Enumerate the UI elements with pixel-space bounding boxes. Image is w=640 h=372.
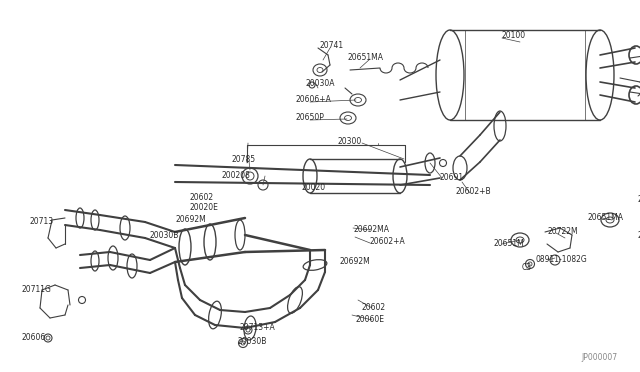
Text: 20713: 20713 [30, 218, 54, 227]
Text: C3: C3 [522, 263, 532, 273]
Ellipse shape [340, 112, 356, 124]
Ellipse shape [303, 159, 317, 193]
Circle shape [550, 255, 560, 265]
Text: JP000007: JP000007 [582, 353, 618, 362]
Text: 20606: 20606 [22, 334, 46, 343]
Text: 20020E: 20020E [190, 203, 219, 212]
Ellipse shape [108, 246, 118, 270]
Ellipse shape [606, 217, 614, 223]
Text: 20722M: 20722M [548, 228, 579, 237]
Text: 20602+A: 20602+A [370, 237, 406, 247]
Text: 20606+A: 20606+A [296, 96, 332, 105]
Ellipse shape [601, 213, 619, 227]
Text: 20030B: 20030B [237, 337, 266, 346]
Text: 20650P: 20650P [296, 113, 325, 122]
Circle shape [246, 172, 254, 180]
Text: 20651MA: 20651MA [588, 214, 624, 222]
Ellipse shape [303, 260, 327, 270]
Text: 20100: 20100 [502, 32, 526, 41]
Text: 20060E: 20060E [355, 315, 384, 324]
Text: 20651MA: 20651MA [348, 52, 384, 61]
Circle shape [44, 334, 52, 342]
Ellipse shape [629, 86, 640, 104]
Circle shape [46, 336, 50, 340]
Ellipse shape [586, 30, 614, 120]
Circle shape [239, 339, 248, 347]
Circle shape [440, 160, 447, 167]
Circle shape [79, 296, 86, 304]
Ellipse shape [393, 159, 407, 193]
Ellipse shape [317, 67, 323, 73]
Ellipse shape [209, 301, 221, 329]
Text: 20020: 20020 [302, 183, 326, 192]
Ellipse shape [204, 224, 216, 260]
Text: 20602+B: 20602+B [456, 187, 492, 196]
Ellipse shape [436, 30, 464, 120]
Ellipse shape [516, 237, 524, 243]
Ellipse shape [511, 233, 529, 247]
Ellipse shape [235, 220, 245, 250]
Text: 20741: 20741 [320, 42, 344, 51]
Ellipse shape [91, 251, 99, 271]
Ellipse shape [120, 216, 130, 240]
Text: 20651M: 20651M [494, 240, 525, 248]
Ellipse shape [287, 287, 302, 313]
Text: 20711G: 20711G [22, 285, 52, 295]
Text: 20692M: 20692M [175, 215, 205, 224]
Text: 20602: 20602 [190, 193, 214, 202]
Circle shape [258, 180, 268, 190]
Text: 08911-1082G: 08911-1082G [536, 256, 588, 264]
Circle shape [241, 341, 245, 345]
Ellipse shape [355, 97, 362, 103]
Ellipse shape [127, 254, 137, 278]
Ellipse shape [76, 208, 84, 228]
Ellipse shape [91, 210, 99, 230]
Ellipse shape [425, 153, 435, 173]
Circle shape [246, 328, 250, 332]
Text: 20300: 20300 [337, 138, 361, 147]
Text: 20030A: 20030A [638, 231, 640, 240]
Ellipse shape [313, 64, 327, 76]
Text: 20602: 20602 [362, 304, 386, 312]
Circle shape [525, 260, 534, 269]
Text: 20742: 20742 [638, 196, 640, 205]
Text: 20691: 20691 [440, 173, 464, 183]
Text: 20692MA: 20692MA [353, 225, 389, 234]
Ellipse shape [453, 156, 467, 180]
Circle shape [242, 168, 258, 184]
Ellipse shape [629, 46, 640, 64]
Ellipse shape [350, 94, 366, 106]
Circle shape [244, 326, 252, 334]
Text: 200208: 200208 [222, 170, 251, 180]
Ellipse shape [494, 111, 506, 141]
Text: 20030A: 20030A [306, 78, 335, 87]
Text: 20713+A: 20713+A [240, 324, 276, 333]
Ellipse shape [244, 316, 256, 340]
Ellipse shape [179, 229, 191, 265]
Circle shape [309, 82, 315, 88]
Text: 20030B: 20030B [150, 231, 179, 240]
Text: 20785: 20785 [232, 155, 256, 164]
Circle shape [528, 262, 532, 266]
Text: 20692M: 20692M [340, 257, 371, 266]
Ellipse shape [344, 115, 351, 121]
